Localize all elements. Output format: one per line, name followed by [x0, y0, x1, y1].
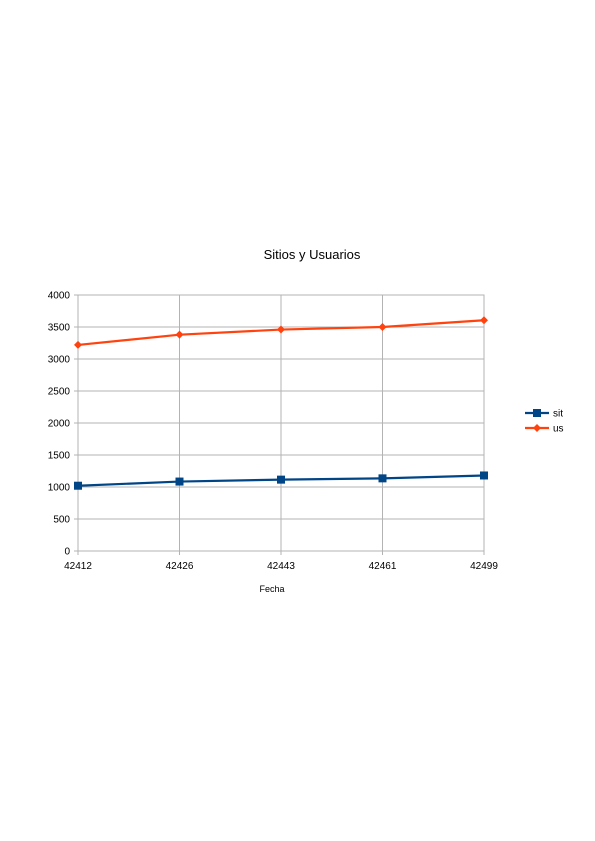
legend-item-us: us	[525, 424, 564, 435]
chart-legend: sit us	[525, 409, 564, 435]
data-point-sit	[74, 481, 82, 490]
data-point-us	[480, 316, 488, 325]
y-tick-label: 1500	[48, 451, 71, 462]
data-point-sit	[480, 471, 488, 480]
y-tick-label: 4000	[48, 291, 71, 302]
y-tick-label: 2000	[48, 419, 71, 430]
data-point-us	[277, 325, 285, 334]
chart-axes: 0 500 1000 1500 2000 2500 3000 3500 4000 42412 424…	[48, 291, 499, 573]
x-tick-label: 42412	[64, 561, 92, 572]
data-point-sit	[277, 475, 285, 484]
legend-label: sit	[553, 409, 563, 420]
x-tick-label: 42499	[470, 561, 498, 572]
data-point-sit	[175, 477, 184, 486]
legend-swatch-marker	[533, 424, 541, 432]
legend-item-sit: sit	[525, 409, 563, 420]
series-sit	[74, 471, 488, 490]
x-tick-label: 42461	[369, 561, 397, 572]
data-point-us	[74, 340, 82, 349]
series-us	[74, 316, 488, 349]
y-tick-label: 2500	[48, 387, 71, 398]
data-point-us	[175, 330, 184, 339]
data-point-sit	[378, 474, 387, 483]
x-tick-label: 42443	[267, 561, 295, 572]
chart-series	[74, 316, 488, 490]
legend-label: us	[553, 424, 564, 435]
legend-swatch-marker	[533, 409, 541, 417]
y-tick-label: 3500	[48, 323, 71, 334]
x-axis-title: Fecha	[259, 584, 284, 594]
chart-title: Sitios y Usuarios	[264, 247, 361, 262]
y-tick-label: 1000	[48, 483, 71, 494]
y-tick-label: 3000	[48, 355, 71, 366]
data-point-us	[378, 323, 387, 331]
x-tick-label: 42426	[166, 561, 194, 572]
plot-area-frame	[77, 294, 485, 552]
y-tick-label: 500	[53, 515, 70, 526]
y-tick-label: 0	[64, 547, 70, 558]
